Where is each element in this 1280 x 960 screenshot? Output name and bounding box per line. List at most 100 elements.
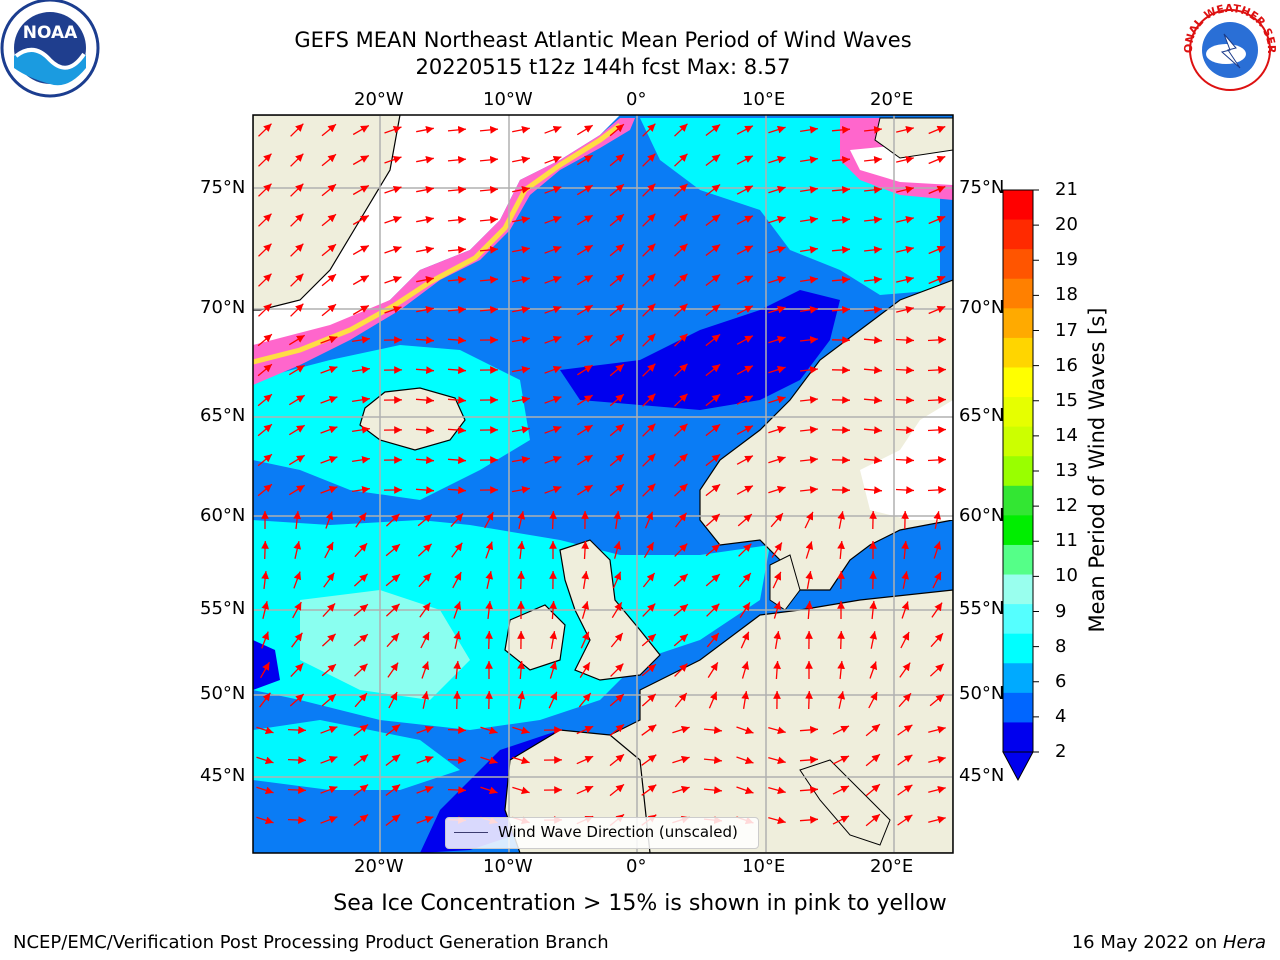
- wind-wave-arrow: [642, 572, 656, 588]
- wind-wave-arrow: [321, 243, 337, 257]
- wind-wave-arrow: [772, 571, 782, 589]
- wind-wave-arrow: [417, 543, 433, 557]
- wind-wave-arrow: [609, 783, 625, 797]
- wind-wave-arrow: [895, 396, 915, 404]
- wind-wave-arrow: [901, 571, 910, 589]
- wind-wave-arrow: [321, 303, 337, 317]
- wind-wave-arrow: [512, 305, 530, 314]
- wind-wave-arrow: [517, 541, 526, 559]
- wind-wave-arrow: [577, 454, 593, 466]
- lat-tick-left-50n: 50°N: [200, 683, 246, 704]
- wind-wave-arrow: [384, 275, 402, 284]
- wind-wave-arrow: [770, 512, 784, 528]
- wind-wave-arrow: [544, 395, 562, 404]
- lat-tick-right-65n: 65°N: [959, 405, 1005, 426]
- wind-wave-arrow: [897, 784, 913, 796]
- wind-wave-arrow: [901, 601, 910, 619]
- legend-text: Wind Wave Direction (unscaled): [498, 823, 738, 841]
- wind-wave-arrow: [929, 693, 945, 707]
- wind-wave-arrow: [544, 455, 562, 464]
- wind-wave-arrow: [453, 631, 462, 649]
- wind-wave-arrow: [290, 123, 304, 137]
- wind-wave-arrow: [672, 725, 690, 734]
- wind-wave-arrow: [511, 335, 531, 344]
- wind-wave-arrow: [257, 483, 273, 497]
- lon-tick-bottom-20e: 20°E: [870, 856, 914, 877]
- wind-wave-arrow: [674, 423, 688, 437]
- wind-wave-arrow: [416, 155, 434, 164]
- wind-wave-arrow: [705, 123, 721, 137]
- wind-wave-arrow: [320, 335, 338, 344]
- wind-wave-arrow: [416, 785, 434, 794]
- wind-wave-arrow: [800, 455, 818, 464]
- wind-wave-arrow: [258, 183, 272, 197]
- wind-wave-arrow: [288, 424, 306, 436]
- wind-wave-arrow: [641, 693, 657, 707]
- wind-wave-arrow: [928, 125, 946, 135]
- colorbar-tick-label: 20: [1055, 214, 1078, 236]
- wind-wave-arrow: [416, 185, 434, 194]
- wind-wave-arrow: [642, 213, 656, 227]
- wind-wave-arrow: [804, 511, 814, 529]
- wind-wave-arrow: [895, 426, 915, 434]
- wind-wave-arrow: [321, 153, 337, 167]
- wind-wave-arrow: [738, 543, 752, 557]
- wind-wave-arrow: [869, 661, 878, 679]
- wind-wave-arrow: [385, 753, 401, 767]
- wind-wave-arrow: [768, 425, 786, 434]
- wind-wave-arrow: [580, 631, 590, 649]
- wind-wave-arrow: [768, 726, 786, 735]
- wind-wave-arrow: [642, 303, 656, 317]
- wind-wave-arrow: [447, 336, 467, 344]
- wind-wave-arrow: [548, 691, 558, 709]
- wind-wave-arrow: [736, 185, 754, 195]
- wind-wave-arrow: [641, 633, 657, 647]
- wind-wave-arrow: [837, 540, 845, 560]
- wind-wave-arrow: [290, 662, 304, 678]
- wind-wave-arrow: [387, 662, 399, 678]
- wind-wave-arrow: [927, 456, 947, 464]
- wind-wave-arrow: [479, 275, 499, 284]
- wind-wave-arrow: [577, 424, 593, 436]
- wind-wave-arrow: [544, 215, 562, 224]
- wind-wave-arrow: [351, 395, 371, 404]
- wind-wave-arrow: [453, 601, 462, 619]
- wind-wave-arrow: [385, 603, 401, 617]
- wind-wave-arrow: [385, 783, 401, 797]
- wind-wave-arrow: [612, 571, 622, 589]
- wind-wave-arrow: [707, 662, 719, 678]
- wind-wave-arrow: [479, 245, 499, 254]
- wind-wave-arrow: [549, 630, 558, 650]
- wind-wave-arrow: [642, 183, 656, 197]
- wind-wave-arrow: [768, 455, 786, 464]
- wind-wave-arrow: [447, 456, 467, 464]
- wind-wave-arrow: [576, 214, 594, 226]
- wind-wave-arrow: [544, 485, 562, 494]
- wind-wave-arrow: [447, 366, 467, 374]
- wind-wave-arrow: [609, 393, 625, 407]
- wind-wave-arrow: [320, 755, 338, 764]
- wind-wave-arrow: [386, 632, 400, 648]
- wind-wave-arrow: [549, 600, 557, 620]
- wind-wave-arrow: [673, 603, 689, 617]
- wind-wave-arrow: [261, 601, 270, 619]
- wind-wave-arrow: [896, 185, 914, 194]
- wind-wave-arrow: [642, 333, 656, 347]
- wind-wave-arrow: [703, 756, 723, 765]
- wind-wave-arrow: [642, 123, 656, 137]
- wind-wave-arrow: [576, 755, 594, 765]
- wind-wave-arrow: [641, 724, 657, 736]
- map-title: GEFS MEAN Northeast Atlantic Mean Period…: [294, 28, 912, 52]
- colorbar-segment: [1003, 426, 1033, 457]
- colorbar-tick-label: 6: [1055, 670, 1067, 692]
- wind-wave-arrow: [799, 756, 819, 764]
- wind-wave-arrow: [831, 156, 851, 164]
- wind-wave-arrow: [674, 543, 688, 557]
- wind-wave-arrow: [737, 513, 753, 527]
- wind-wave-arrow: [644, 511, 654, 529]
- wind-wave-arrow: [324, 541, 334, 559]
- wind-wave-arrow: [352, 124, 370, 136]
- wind-wave-arrow: [609, 453, 625, 467]
- wind-wave-arrow: [420, 631, 430, 649]
- wind-wave-arrow: [480, 726, 498, 735]
